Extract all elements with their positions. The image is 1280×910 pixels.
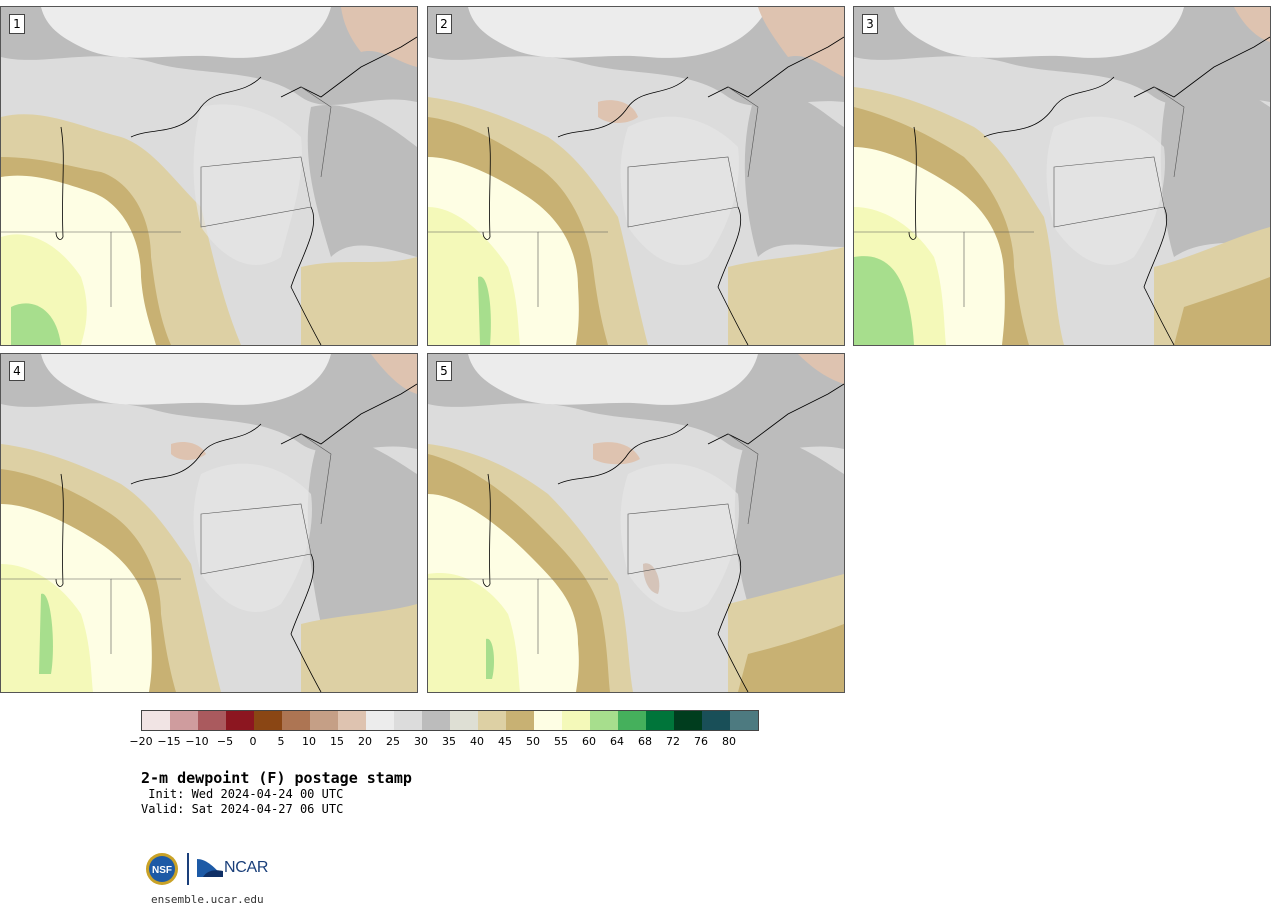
colorbar-tick-label: 30: [414, 735, 428, 748]
site-url[interactable]: ensemble.ucar.edu: [151, 893, 264, 906]
colorbar-tick-label: 35: [442, 735, 456, 748]
colorbar-tick-label: 25: [386, 735, 400, 748]
logo-divider: [187, 853, 189, 885]
colorbar-legend: −20 −15 −10 −5 0 5 10 15 20 25 30 35 40 45 50 55 60 64 68 7…: [129, 710, 759, 751]
colorbar-swatch: [730, 711, 758, 730]
dewpoint-map-1: [1, 7, 417, 345]
colorbar-tick-label: −10: [185, 735, 209, 748]
colorbar-swatch: [170, 711, 198, 730]
ncar-logo-mark: [197, 859, 223, 877]
panel-number-label: 4: [9, 361, 25, 381]
colorbar-swatch: [478, 711, 506, 730]
colorbar-swatches: [141, 710, 759, 731]
colorbar-ticks: −20 −15 −10 −5 0 5 10 15 20 25 30 35 40 45 50 55 60 64 68 7…: [129, 731, 757, 751]
colorbar-swatch: [394, 711, 422, 730]
panel-number-label: 2: [436, 14, 452, 34]
colorbar-swatch: [618, 711, 646, 730]
stamp-panel-5[interactable]: 5: [427, 353, 845, 693]
stamp-panel-1[interactable]: 1: [0, 6, 418, 346]
colorbar-swatch: [310, 711, 338, 730]
colorbar-tick-label: 76: [694, 735, 708, 748]
dewpoint-map-2: [428, 7, 844, 345]
colorbar-swatch: [254, 711, 282, 730]
dewpoint-map-5: [428, 354, 844, 692]
colorbar-swatch: [338, 711, 366, 730]
stamp-panel-4[interactable]: 4: [0, 353, 418, 693]
colorbar-tick-label: 80: [722, 735, 736, 748]
colorbar-tick-label: −5: [216, 735, 234, 748]
colorbar-swatch: [142, 711, 170, 730]
ncar-wordmark: NCAR: [224, 859, 269, 876]
colorbar-tick-label: 68: [638, 735, 652, 748]
colorbar-tick-label: 40: [470, 735, 484, 748]
colorbar-tick-label: 55: [554, 735, 568, 748]
colorbar-swatch: [422, 711, 450, 730]
colorbar-tick-label: 15: [330, 735, 344, 748]
nsf-logo: NSF: [146, 853, 178, 885]
stamp-panel-2[interactable]: 2: [427, 6, 845, 346]
colorbar-swatch: [366, 711, 394, 730]
colorbar-swatch: [534, 711, 562, 730]
panel-number-label: 5: [436, 361, 452, 381]
init-time: Init: Wed 2024-04-24 00 UTC: [141, 787, 344, 801]
colorbar-swatch: [562, 711, 590, 730]
colorbar-tick-label: 72: [666, 735, 680, 748]
colorbar-swatch: [590, 711, 618, 730]
colorbar-tick-label: 60: [582, 735, 596, 748]
colorbar-swatch: [226, 711, 254, 730]
title-block: 2-m dewpoint (F) postage stamp Init: Wed…: [141, 769, 412, 817]
dewpoint-map-3: [854, 7, 1270, 345]
colorbar-tick-label: 50: [526, 735, 540, 748]
colorbar-tick-label: 5: [277, 735, 285, 748]
colorbar-swatch: [506, 711, 534, 730]
dewpoint-map-4: [1, 354, 417, 692]
colorbar-tick-label: 45: [498, 735, 512, 748]
panel-number-label: 1: [9, 14, 25, 34]
colorbar-tick-label: −15: [157, 735, 181, 748]
colorbar-swatch: [702, 711, 730, 730]
colorbar-tick-label: 0: [249, 735, 257, 748]
colorbar-swatch: [674, 711, 702, 730]
colorbar-swatch: [198, 711, 226, 730]
colorbar-tick-label: 64: [610, 735, 624, 748]
colorbar-tick-label: −20: [129, 735, 153, 748]
colorbar-swatch: [282, 711, 310, 730]
stamp-panel-3[interactable]: 3: [853, 6, 1271, 346]
colorbar-swatch: [450, 711, 478, 730]
plot-title: 2-m dewpoint (F) postage stamp: [141, 769, 412, 787]
panel-number-label: 3: [862, 14, 878, 34]
colorbar-tick-label: 20: [358, 735, 372, 748]
svg-text:NSF: NSF: [152, 865, 172, 876]
colorbar-swatch: [646, 711, 674, 730]
valid-time: Valid: Sat 2024-04-27 06 UTC: [141, 802, 344, 816]
colorbar-tick-label: 10: [302, 735, 316, 748]
